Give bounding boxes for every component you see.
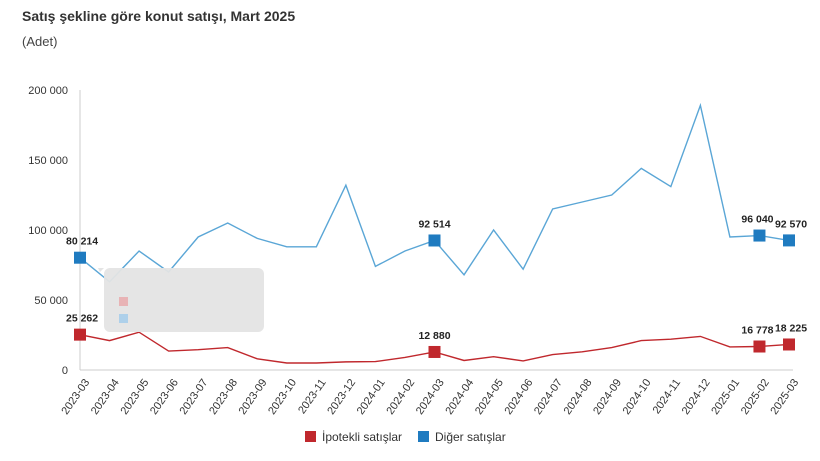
tooltip-swatch-ipotekli xyxy=(119,297,128,306)
x-tick-label: 2023-06 xyxy=(148,377,181,417)
x-tick-label: 2023-12 xyxy=(325,377,358,417)
x-tick-label: 2023-05 xyxy=(118,377,151,417)
x-tick-label: 2024-08 xyxy=(562,377,595,417)
x-tick-label: 2024-09 xyxy=(591,377,624,417)
x-tick-label: 2024-06 xyxy=(502,377,535,417)
y-tick-label: 150 000 xyxy=(28,155,68,167)
x-tick-label: 2023-10 xyxy=(266,377,299,417)
x-tick-label: 2023-08 xyxy=(207,377,240,417)
tooltip-box xyxy=(104,268,264,332)
x-tick-label: 2023-04 xyxy=(89,377,122,417)
tooltip-swatch-diger xyxy=(119,314,128,323)
x-tick-label: 2024-12 xyxy=(680,377,713,417)
x-tick-label: 2024-11 xyxy=(651,377,684,416)
x-tick-label: 2024-01 xyxy=(355,377,388,417)
data-label: 16 778 xyxy=(741,325,773,337)
x-tick-label: 2023-07 xyxy=(178,377,211,417)
x-tick-label: 2023-09 xyxy=(237,377,270,417)
data-marker xyxy=(428,234,441,247)
data-label: 92 514 xyxy=(418,218,450,230)
data-label: 96 040 xyxy=(741,214,773,226)
legend-swatch xyxy=(305,431,316,442)
y-tick-label: 0 xyxy=(62,365,68,377)
x-tick-label: 2024-03 xyxy=(414,377,447,417)
x-tick-label: 2025-01 xyxy=(709,377,742,417)
data-marker xyxy=(783,234,795,247)
data-marker xyxy=(753,229,766,242)
x-tick-label: 2025-03 xyxy=(768,377,801,417)
data-label: 80 214 xyxy=(66,236,98,248)
data-label: 92 570 xyxy=(775,218,807,230)
chart-subtitle: (Adet) xyxy=(22,34,58,49)
data-marker xyxy=(74,251,86,264)
data-marker xyxy=(753,340,766,353)
data-marker xyxy=(783,338,795,351)
x-tick-label: 2024-05 xyxy=(473,377,506,417)
y-tick-label: 200 000 xyxy=(28,85,68,97)
tooltip-pointer xyxy=(98,268,104,272)
legend-label: İpotekli satışlar xyxy=(322,430,402,444)
y-tick-label: 100 000 xyxy=(28,225,68,237)
y-tick-label: 50 000 xyxy=(34,295,68,307)
data-marker xyxy=(74,328,86,341)
x-tick-label: 2025-02 xyxy=(739,377,772,417)
x-tick-label: 2023-03 xyxy=(59,377,92,417)
data-marker xyxy=(428,345,441,358)
data-label: 12 880 xyxy=(418,330,450,342)
legend-swatch xyxy=(418,431,429,442)
data-label: 18 225 xyxy=(775,322,807,334)
chart-title: Satış şekline göre konut satışı, Mart 20… xyxy=(22,8,296,24)
x-tick-label: 2024-10 xyxy=(621,377,654,417)
x-tick-label: 2023-11 xyxy=(296,377,329,416)
data-label: 25 262 xyxy=(66,313,98,325)
x-tick-label: 2024-02 xyxy=(384,377,417,417)
legend-label: Diğer satışlar xyxy=(435,430,506,444)
x-tick-label: 2024-04 xyxy=(443,377,476,417)
series-line-1 xyxy=(79,102,790,283)
x-tick-label: 2024-07 xyxy=(532,377,565,417)
